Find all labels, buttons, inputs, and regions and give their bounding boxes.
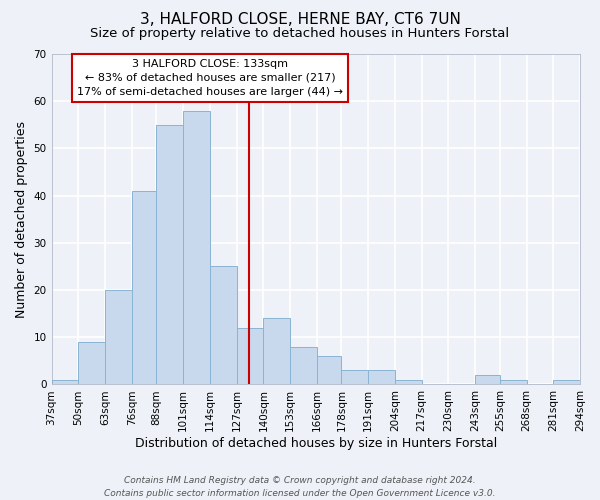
Bar: [52, 380, 78, 384]
Text: 3 HALFORD CLOSE: 133sqm
← 83% of detached houses are smaller (217)
17% of semi-d: 3 HALFORD CLOSE: 133sqm ← 83% of detache…: [77, 59, 343, 97]
Bar: [395, 380, 422, 384]
Bar: [341, 370, 368, 384]
Bar: [553, 380, 580, 384]
Bar: [263, 318, 290, 384]
Bar: [183, 110, 210, 384]
Text: 3, HALFORD CLOSE, HERNE BAY, CT6 7UN: 3, HALFORD CLOSE, HERNE BAY, CT6 7UN: [140, 12, 460, 28]
X-axis label: Distribution of detached houses by size in Hunters Forstal: Distribution of detached houses by size …: [134, 437, 497, 450]
Bar: [78, 342, 105, 384]
Bar: [475, 375, 500, 384]
Text: Contains HM Land Registry data © Crown copyright and database right 2024.
Contai: Contains HM Land Registry data © Crown c…: [104, 476, 496, 498]
Bar: [290, 346, 317, 385]
Bar: [500, 380, 527, 384]
Y-axis label: Number of detached properties: Number of detached properties: [15, 120, 28, 318]
Bar: [132, 191, 157, 384]
Bar: [105, 290, 132, 384]
Bar: [210, 266, 236, 384]
Bar: [236, 328, 263, 384]
Text: Size of property relative to detached houses in Hunters Forstal: Size of property relative to detached ho…: [91, 28, 509, 40]
Bar: [317, 356, 341, 384]
Bar: [157, 125, 183, 384]
Bar: [368, 370, 395, 384]
